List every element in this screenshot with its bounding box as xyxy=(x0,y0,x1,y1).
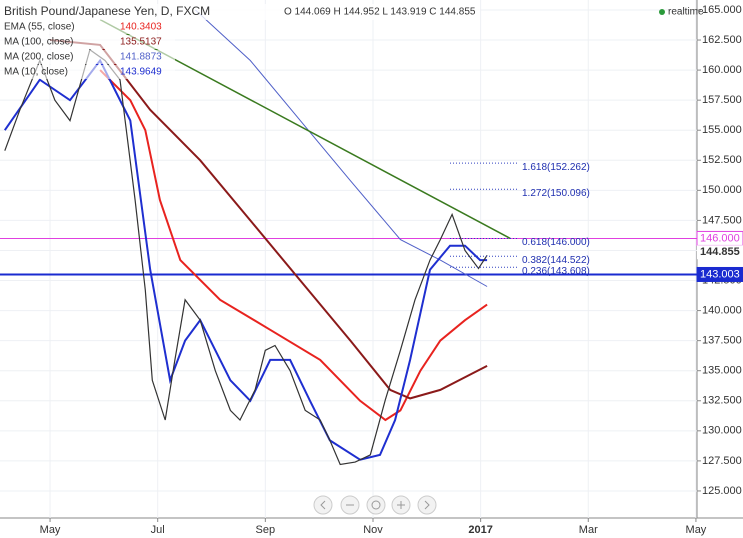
legend-bg xyxy=(0,50,175,64)
legend-bg xyxy=(0,65,175,79)
fib-label: 0.382(144.522) xyxy=(522,255,590,266)
x-tick-label: Jul xyxy=(151,524,165,536)
icon xyxy=(320,500,326,510)
chart-title: British Pound/Japanese Yen, D, FXCM xyxy=(4,4,210,18)
y-tick-label: 150.000 xyxy=(702,184,742,196)
status: realtime xyxy=(668,7,704,18)
last-price-bg xyxy=(697,245,743,260)
legend-bg xyxy=(0,20,175,34)
x-tick-label: Nov xyxy=(363,524,383,536)
x-tick-label: 2017 xyxy=(468,524,492,536)
icon xyxy=(424,500,430,510)
fib-label: 0.618(146.000) xyxy=(522,237,590,248)
legend-name: MA (10, close) xyxy=(4,67,68,78)
y-tick-label: 147.500 xyxy=(702,214,742,226)
y-tick-label: 130.000 xyxy=(702,425,742,437)
y-tick-label: 162.500 xyxy=(702,34,742,46)
y-tick-label: 125.000 xyxy=(702,485,742,497)
y-tick-label: 135.000 xyxy=(702,365,742,377)
icon xyxy=(371,500,381,510)
x-tick-label: Sep xyxy=(256,524,276,536)
y-tick-label: 152.500 xyxy=(702,154,742,166)
ma-line xyxy=(3,58,488,461)
legend-value: 143.9649 xyxy=(120,67,162,78)
header-bg xyxy=(0,4,480,20)
zoom-toolbar xyxy=(313,495,437,515)
level-label: 143.003 xyxy=(700,268,740,280)
fib-label: 1.618(152.262) xyxy=(522,162,590,173)
scroll-right-button[interactable] xyxy=(417,495,437,515)
fib-label: 1.272(150.096) xyxy=(522,188,590,199)
ma-line xyxy=(195,9,488,287)
legend-value: 141.8873 xyxy=(120,52,162,63)
x-tick-label: May xyxy=(40,524,61,536)
y-tick-label: 127.500 xyxy=(702,455,742,467)
y-tick-label: 140.000 xyxy=(702,304,742,316)
ma-line xyxy=(50,39,488,400)
y-tick-label: 157.500 xyxy=(702,94,742,106)
y-tick-label: 160.000 xyxy=(702,64,742,76)
y-tick-label: 155.000 xyxy=(702,124,742,136)
fib-label: 0.236(143.608) xyxy=(522,266,590,277)
ma-line xyxy=(99,69,488,422)
x-tick-label: May xyxy=(686,524,707,536)
legend-value: 140.3403 xyxy=(120,22,162,33)
y-tick-label: 137.500 xyxy=(702,335,742,347)
level-label-bg xyxy=(696,266,743,282)
icon xyxy=(397,501,405,509)
status-dot xyxy=(659,9,665,15)
scroll-left-button[interactable] xyxy=(313,495,333,515)
level-label: 146.000 xyxy=(700,232,740,244)
y-tick-label: 132.500 xyxy=(702,395,742,407)
legend-name: EMA (55, close) xyxy=(4,22,75,33)
overlay: British Pound/Japanese Yen, D, FXCM O 14… xyxy=(0,4,704,515)
y-tick-label: 165.000 xyxy=(702,4,742,16)
legend-name: MA (200, close) xyxy=(4,52,73,63)
legend-name: MA (100, close) xyxy=(4,37,73,48)
reset-button[interactable] xyxy=(366,495,386,515)
last-price-label: 144.855 xyxy=(700,246,740,258)
legend-value: 135.5137 xyxy=(120,37,162,48)
ohlc: O 144.069 H 144.952 L 143.919 C 144.855 xyxy=(284,7,476,18)
legend-bg xyxy=(0,35,175,49)
x-tick-label: Mar xyxy=(579,524,598,536)
